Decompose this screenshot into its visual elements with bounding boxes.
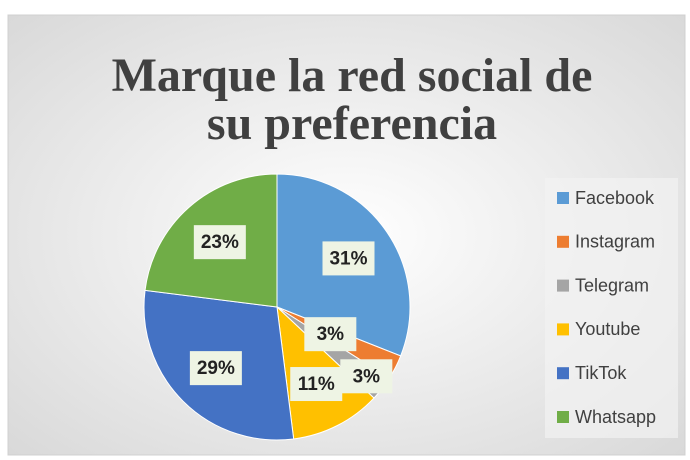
legend-swatch xyxy=(557,192,569,204)
chart-title-line-2: su preferencia xyxy=(207,97,497,150)
data-label: 29% xyxy=(197,358,235,379)
legend-label: Youtube xyxy=(575,319,640,339)
legend-swatch xyxy=(557,323,569,336)
data-label-box xyxy=(304,317,357,352)
data-label: 23% xyxy=(201,232,239,253)
legend-swatch xyxy=(557,235,569,248)
data-label-box xyxy=(322,241,375,276)
legend-label: Instagram xyxy=(575,232,655,252)
legend-label: Telegram xyxy=(575,275,649,295)
data-label-box xyxy=(189,351,242,386)
legend-box xyxy=(545,178,678,438)
legend-label: Facebook xyxy=(575,188,655,208)
data-label: 3% xyxy=(317,324,345,345)
data-label: 31% xyxy=(329,248,367,269)
legend-swatch xyxy=(557,411,569,423)
data-label: 3% xyxy=(353,366,381,387)
data-label: 11% xyxy=(298,374,335,395)
legend-label: TikTok xyxy=(575,363,627,383)
data-label-box xyxy=(340,359,393,394)
legend-swatch xyxy=(557,367,569,380)
legend-swatch xyxy=(557,279,569,292)
data-label-box xyxy=(193,225,246,260)
chart-title: Marque la red social de xyxy=(112,49,593,102)
legend-label: Whatsapp xyxy=(575,407,656,427)
data-label-box xyxy=(290,367,343,402)
